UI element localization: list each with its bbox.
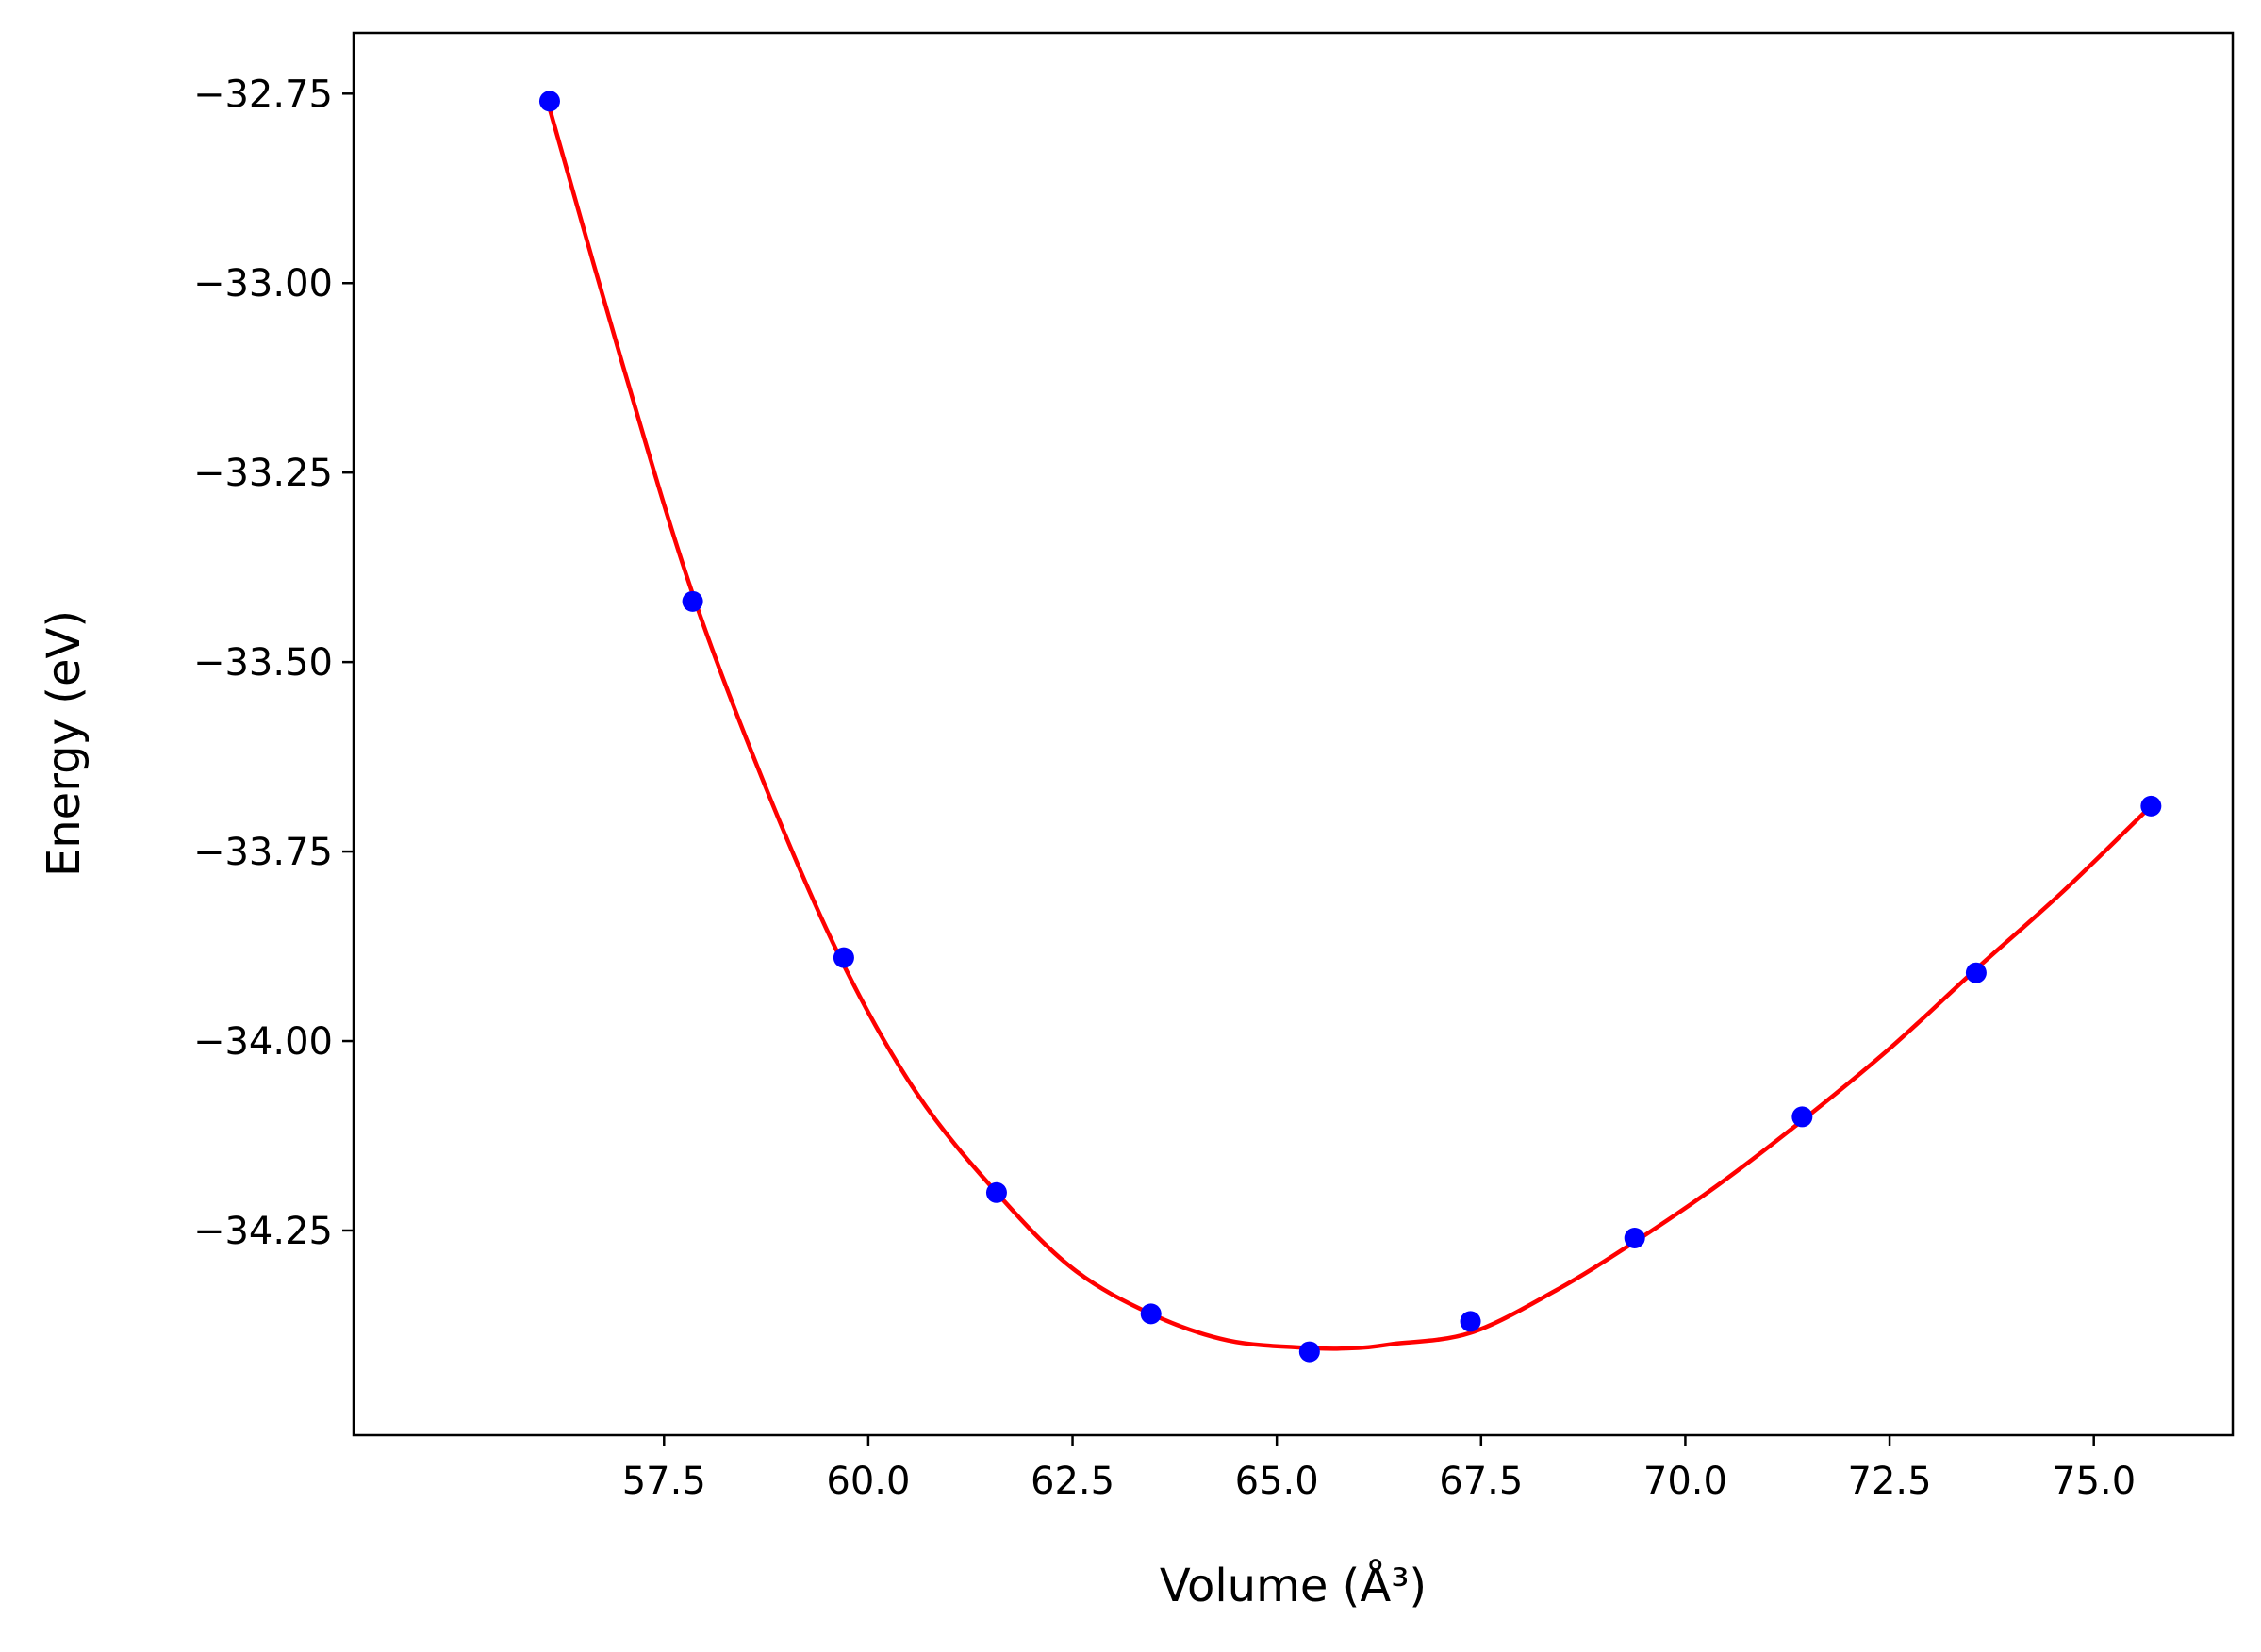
data-point — [1140, 1303, 1162, 1325]
axes-frame — [352, 31, 2235, 1437]
x-tick-label: 57.5 — [622, 1460, 706, 1503]
y-tick-label: −34.00 — [193, 1020, 333, 1064]
x-axis-label: Volume (Å³) — [1160, 1559, 1427, 1612]
x-tick-label: 72.5 — [1848, 1460, 1932, 1503]
x-axis-ticks: 57.5 60.0 62.5 65.0 67.5 70.0 72.5 75.0 — [622, 1435, 2136, 1503]
data-point — [1460, 1311, 1481, 1332]
data-point — [2140, 795, 2162, 817]
y-tick-label: −33.00 — [193, 262, 333, 306]
x-tick-label: 70.0 — [1643, 1460, 1727, 1503]
data-point — [682, 590, 703, 612]
fit-curve — [547, 107, 2153, 1351]
x-tick-label: 75.0 — [2052, 1460, 2136, 1503]
y-axis-ticks: −32.75 −33.00 −33.25 −33.50 −33.75 −34.00 −34.… — [193, 73, 354, 1253]
plot-area — [538, 91, 2162, 1363]
data-point — [1965, 962, 1987, 983]
y-tick-label: −33.25 — [193, 452, 333, 495]
y-tick-label: −34.25 — [193, 1210, 333, 1253]
x-tick-label: 67.5 — [1439, 1460, 1523, 1503]
data-point — [538, 91, 560, 112]
x-tick-label: 60.0 — [826, 1460, 910, 1503]
y-tick-label: −32.75 — [193, 73, 333, 116]
x-tick-label: 65.0 — [1235, 1460, 1319, 1503]
y-tick-label: −33.75 — [193, 831, 333, 874]
data-point — [1624, 1228, 1645, 1249]
y-tick-label: −33.50 — [193, 641, 333, 685]
x-tick-label: 62.5 — [1031, 1460, 1114, 1503]
data-point — [1298, 1341, 1320, 1363]
data-point — [985, 1181, 1007, 1203]
data-point — [833, 947, 854, 968]
y-axis-label: Energy (eV) — [38, 610, 91, 877]
data-point — [1791, 1106, 1813, 1128]
